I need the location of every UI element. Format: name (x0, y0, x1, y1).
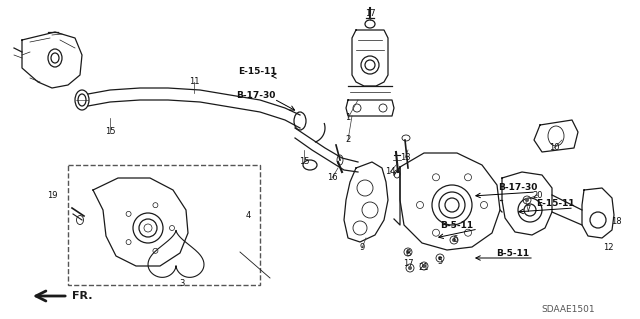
Bar (68, 165, 260, 285)
Text: 15: 15 (299, 158, 309, 167)
Text: 14: 14 (385, 167, 396, 176)
Text: 8: 8 (405, 249, 411, 258)
Text: SDAAE1501: SDAAE1501 (541, 306, 595, 315)
Text: B-5-11: B-5-11 (440, 220, 473, 229)
Text: E-15-11: E-15-11 (536, 199, 575, 209)
Text: E-15-11: E-15-11 (238, 68, 276, 77)
Text: B-5-11: B-5-11 (496, 249, 529, 258)
Text: 17: 17 (365, 10, 375, 19)
Text: 19: 19 (47, 191, 57, 201)
Ellipse shape (438, 256, 442, 260)
Text: 20: 20 (532, 190, 543, 199)
Text: 6: 6 (452, 235, 458, 244)
Text: 4: 4 (245, 211, 251, 219)
Text: 7: 7 (525, 205, 531, 214)
Text: B-17-30: B-17-30 (498, 183, 538, 192)
Text: 1: 1 (346, 114, 351, 122)
Text: 2: 2 (346, 136, 351, 145)
Text: 16: 16 (326, 174, 337, 182)
Text: 11: 11 (189, 78, 199, 86)
Ellipse shape (422, 264, 426, 268)
Ellipse shape (408, 266, 412, 270)
Text: 21: 21 (419, 263, 429, 272)
Text: 3: 3 (179, 279, 185, 288)
Text: 12: 12 (603, 243, 613, 253)
Text: 5: 5 (437, 257, 443, 266)
Ellipse shape (525, 198, 529, 202)
Text: FR.: FR. (72, 291, 93, 301)
Text: 15: 15 (105, 128, 115, 137)
Text: B-17-30: B-17-30 (236, 91, 275, 100)
Text: 18: 18 (611, 218, 621, 226)
Text: 10: 10 (548, 144, 559, 152)
Ellipse shape (406, 250, 410, 254)
Text: 9: 9 (360, 243, 365, 253)
Ellipse shape (452, 238, 456, 242)
Text: 17: 17 (403, 259, 413, 269)
Text: 13: 13 (400, 153, 410, 162)
